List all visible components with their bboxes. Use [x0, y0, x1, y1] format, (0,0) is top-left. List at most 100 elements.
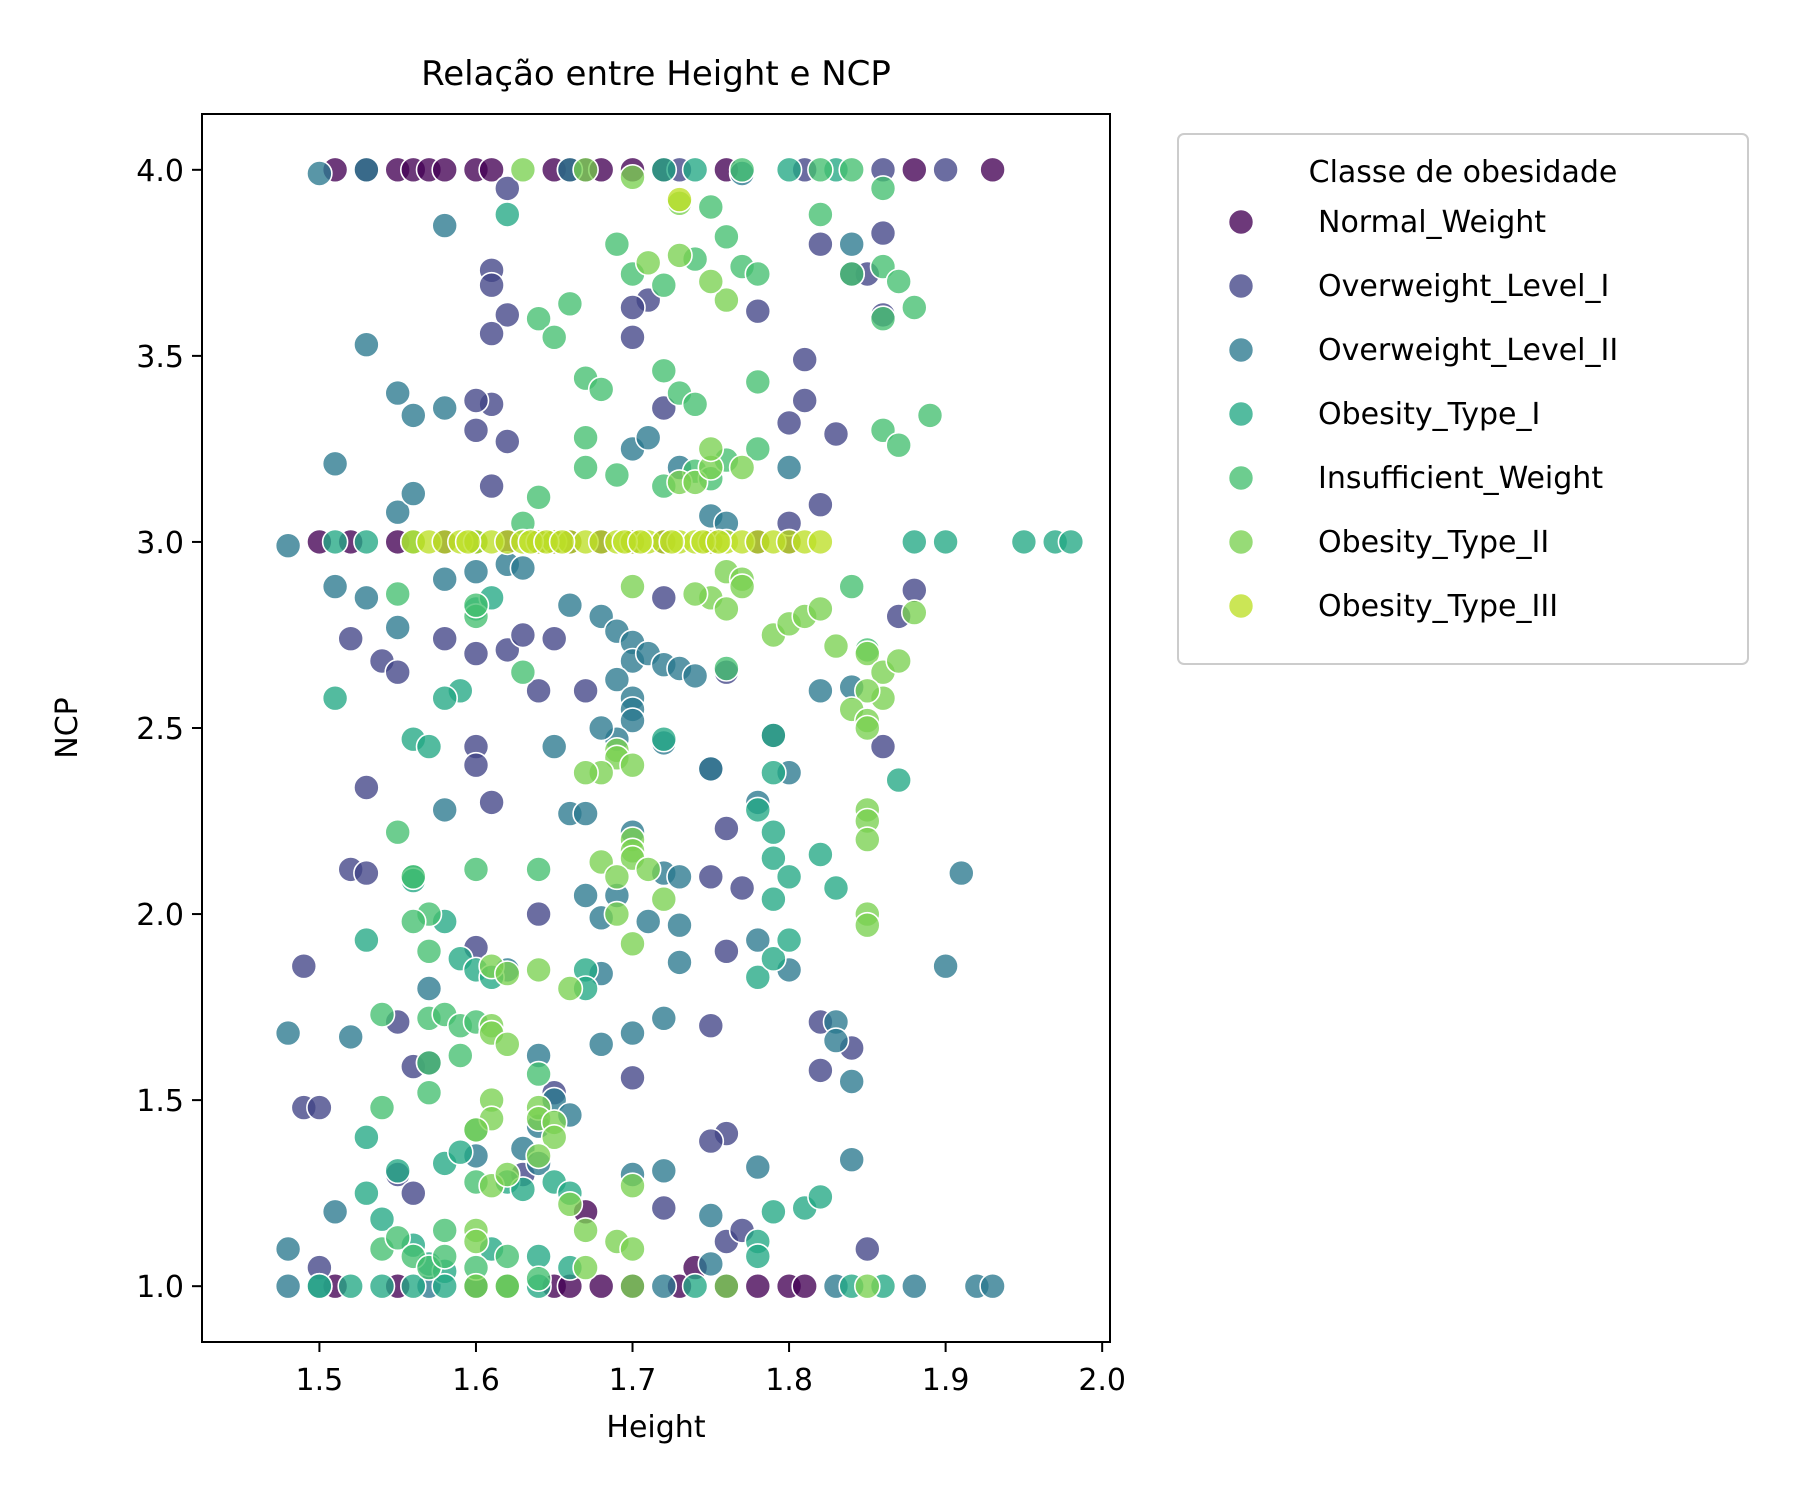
- scatter-point: [462, 416, 490, 444]
- scatter-point: [415, 937, 443, 965]
- scatter-point: [493, 428, 521, 455]
- scatter-point: [306, 160, 333, 187]
- scatter-point: [462, 1116, 490, 1144]
- series-obesity-type-ii: [462, 156, 928, 1300]
- scatter-point: [666, 242, 693, 269]
- scatter-point: [462, 856, 490, 883]
- scatter-point: [431, 212, 459, 239]
- scatter-point: [399, 1272, 427, 1300]
- x-tick-label: 1.6: [452, 1363, 500, 1398]
- legend-item: Overweight_Level_II: [1227, 333, 1618, 368]
- scatter-point: [822, 874, 850, 902]
- scatter-point: [399, 402, 427, 429]
- scatter-point: [525, 1243, 552, 1270]
- scatter-point: [399, 1179, 427, 1207]
- scatter-point: [728, 156, 756, 184]
- scatter-point: [681, 662, 709, 690]
- scatter-point: [572, 759, 599, 787]
- scatter-point: [900, 156, 928, 184]
- scatter-point: [462, 1272, 490, 1300]
- y-axis-label: NCP: [50, 697, 85, 758]
- scatter-point: [807, 595, 834, 623]
- scatter-point: [807, 841, 834, 868]
- scatter-point: [431, 1217, 459, 1244]
- scatter-point: [900, 599, 928, 626]
- scatter-point: [384, 379, 412, 407]
- scatter-point: [681, 390, 709, 418]
- y-tick-label: 4.0: [136, 154, 184, 189]
- scatter-point: [650, 725, 678, 753]
- scatter-point: [274, 1235, 302, 1263]
- scatter-point: [885, 647, 913, 675]
- scatter-point: [274, 1272, 302, 1300]
- scatter-point: [666, 186, 693, 213]
- scatter-point: [493, 201, 521, 228]
- scatter-point: [509, 621, 537, 649]
- scatter-point: [353, 859, 380, 887]
- scatter-point: [697, 1012, 725, 1039]
- scatter-point: [744, 1272, 772, 1300]
- scatter-point: [650, 1194, 678, 1222]
- scatter-point: [728, 874, 756, 902]
- scatter-point: [384, 614, 412, 641]
- scatter-point: [650, 1272, 678, 1300]
- scatter-point: [274, 532, 302, 560]
- legend-label: Overweight_Level_II: [1318, 333, 1618, 368]
- scatter-point: [760, 759, 787, 787]
- scatter-point: [462, 387, 490, 414]
- scatter-point: [713, 655, 740, 682]
- scatter-point: [634, 424, 662, 452]
- scatter-point: [353, 584, 380, 612]
- y-tick-label: 1.0: [136, 1270, 184, 1305]
- scatter-point: [462, 640, 490, 667]
- scatter-point: [572, 454, 599, 481]
- scatter-point: [744, 1243, 772, 1270]
- scatter-point: [666, 949, 693, 976]
- scatter-point: [431, 1272, 459, 1300]
- scatter-point: [603, 230, 631, 258]
- scatter-point: [353, 156, 380, 184]
- scatter-point: [838, 230, 866, 258]
- legend-marker: [1227, 336, 1255, 364]
- scatter-point: [431, 625, 459, 653]
- scatter-point: [900, 1272, 928, 1300]
- scatter-point: [619, 294, 646, 321]
- scatter-point: [650, 1157, 678, 1185]
- scatter-point: [634, 856, 662, 883]
- scatter-point: [713, 223, 740, 251]
- scatter-point: [760, 945, 787, 973]
- y-tick-label: 3.5: [136, 340, 184, 375]
- scatter-point: [634, 908, 662, 935]
- scatter-point: [744, 926, 772, 954]
- scatter-point: [572, 156, 599, 184]
- scatter-point: [885, 268, 913, 295]
- scatter-point: [572, 1217, 599, 1244]
- scatter-point: [853, 1235, 881, 1263]
- chart-title: Relação entre Height e NCP: [421, 54, 891, 94]
- scatter-point: [744, 368, 772, 396]
- legend-items: Normal_Weight Overweight_Level_I Overweigh…: [1227, 205, 1618, 624]
- scatter-point: [1057, 528, 1085, 556]
- scatter-point: [431, 684, 459, 712]
- scatter-point: [493, 1161, 521, 1188]
- scatter-point: [446, 1138, 474, 1166]
- scatter-point: [556, 290, 584, 318]
- legend-frame: [1177, 133, 1749, 665]
- scatter-point: [619, 323, 646, 351]
- scatter-point: [290, 952, 318, 980]
- scatter-point: [775, 926, 803, 954]
- scatter-point: [853, 826, 881, 853]
- scatter-point: [681, 1272, 709, 1300]
- scatter-point: [572, 424, 599, 452]
- scatter-point: [540, 1124, 568, 1151]
- scatter-point: [853, 640, 881, 667]
- scatter-point: [932, 528, 959, 556]
- scatter-point: [744, 260, 772, 288]
- scatter-point: [760, 722, 787, 749]
- scatter-point: [869, 219, 897, 247]
- scatter-point: [775, 156, 803, 184]
- scatter-point: [807, 677, 834, 705]
- scatter-point: [587, 1272, 615, 1300]
- scatter-point: [337, 1023, 365, 1051]
